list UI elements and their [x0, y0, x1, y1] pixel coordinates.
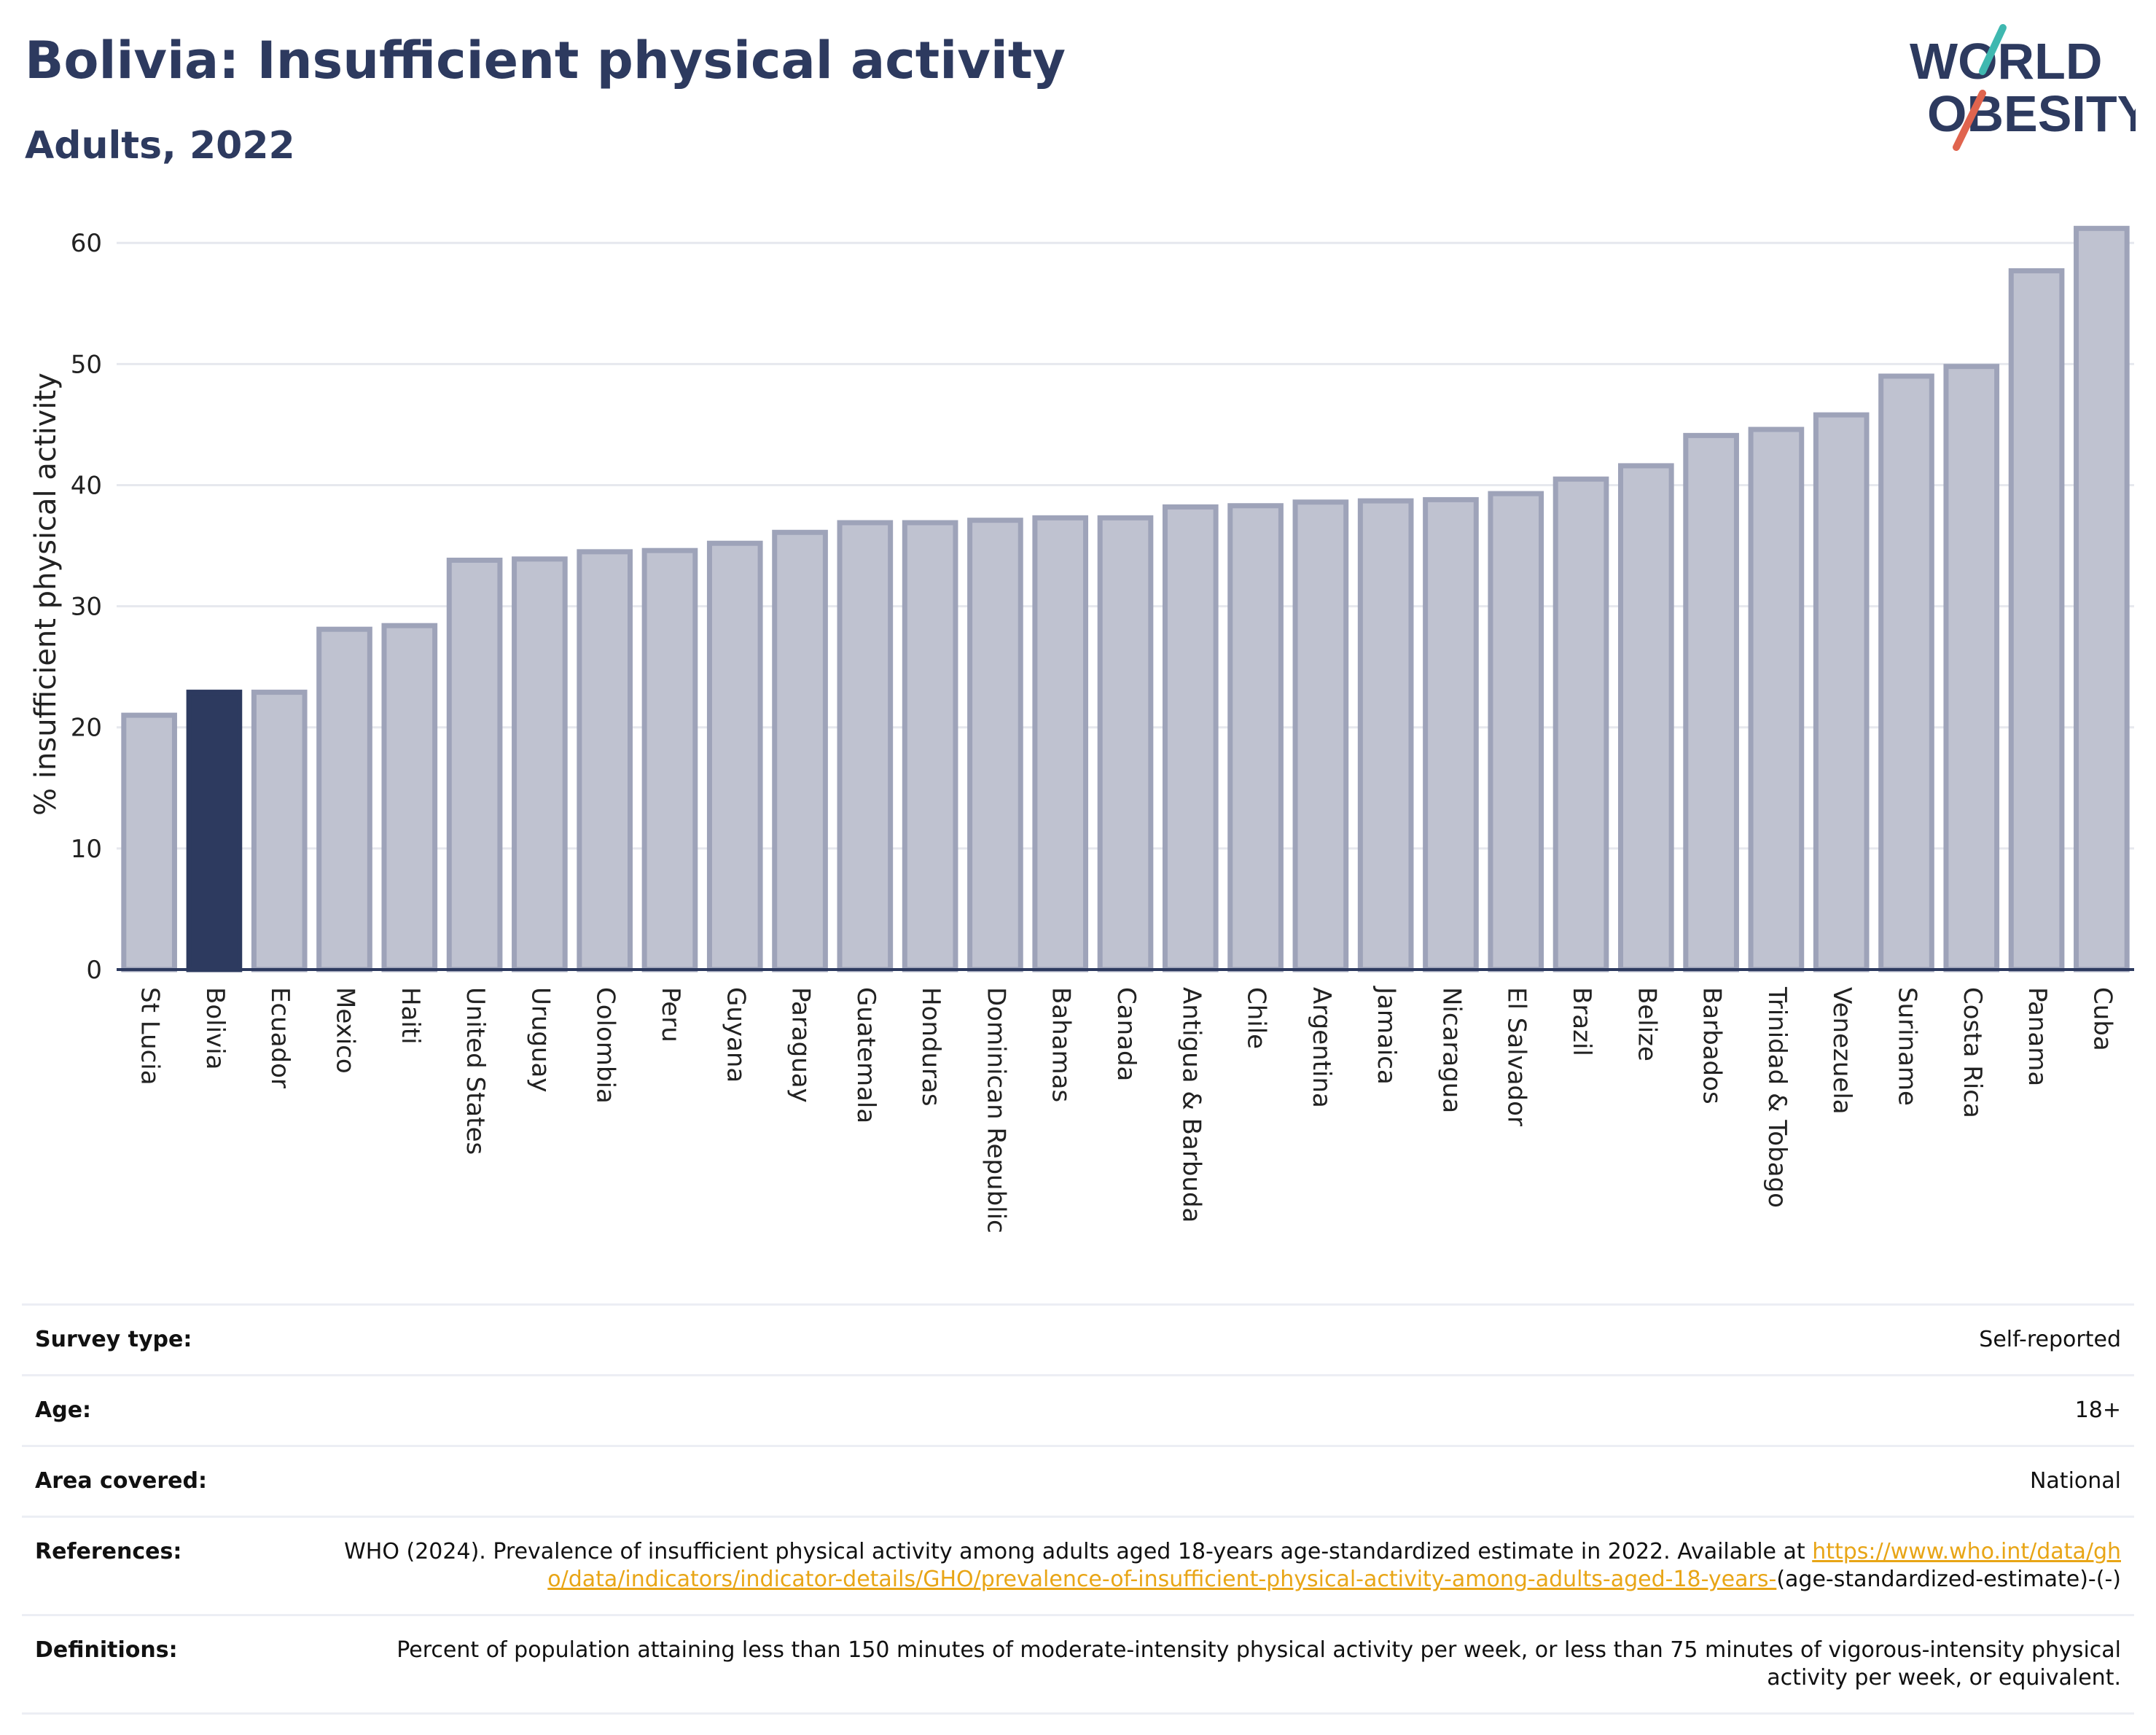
bar — [446, 557, 503, 972]
area-value: National — [2029, 1468, 2121, 1494]
x-tick-label: Ecuador — [265, 987, 294, 1088]
bar — [1878, 373, 1934, 972]
page-subtitle: Adults, 2022 — [25, 124, 295, 168]
x-tick-label: Brazil — [1567, 987, 1596, 1056]
x-tick-label: Honduras — [916, 987, 945, 1107]
bar — [1227, 503, 1284, 972]
definitions-value: Percent of population attaining less tha… — [397, 1637, 2121, 1691]
bar — [1162, 504, 1219, 972]
y-tick-label: 40 — [71, 471, 102, 500]
x-tick-label: Venezuela — [1827, 987, 1856, 1115]
info-row-survey-type: Survey type: Self-reported — [22, 1303, 2134, 1374]
bar — [967, 518, 1023, 972]
y-tick-label: 60 — [71, 229, 102, 258]
age-value: 18+ — [2074, 1397, 2121, 1423]
x-tick-label: Dominican Republic — [981, 987, 1010, 1233]
bar — [1683, 432, 1739, 972]
bar — [1813, 412, 1870, 972]
x-tick-label: Belize — [1632, 987, 1661, 1061]
x-tick-label: Jamaica — [1372, 986, 1401, 1085]
survey-type-label: Survey type: — [35, 1327, 192, 1352]
x-tick-label: Argentina — [1307, 987, 1336, 1108]
references-text: WHO (2024). Prevalence of insufficient p… — [344, 1539, 1813, 1564]
x-tick-label: Antigua & Barbuda — [1176, 987, 1206, 1223]
bar — [251, 690, 308, 972]
x-tick-label: Nicaragua — [1437, 987, 1466, 1113]
bar — [837, 520, 894, 972]
page-title: Bolivia: Insufficient physical activity — [25, 31, 1066, 90]
x-tick-label: Mexico — [331, 987, 360, 1074]
bar — [902, 520, 958, 972]
y-tick-label: 10 — [71, 835, 102, 864]
y-tick-label: 20 — [71, 714, 102, 743]
bar — [186, 690, 243, 972]
x-tick-label: Bahamas — [1047, 987, 1076, 1102]
info-table: Survey type: Self-reported Age: 18+ Area… — [22, 1303, 2134, 1715]
y-tick-label: 50 — [71, 350, 102, 379]
bar — [1488, 491, 1544, 972]
bar — [121, 712, 177, 972]
survey-type-value: Self-reported — [1979, 1327, 2121, 1352]
x-tick-label: Chile — [1242, 987, 1271, 1049]
bar — [1292, 499, 1349, 972]
world-obesity-logo: WORLD OBESITY — [1910, 24, 2136, 151]
references-label: References: — [35, 1539, 182, 1564]
x-tick-label: Guyana — [721, 987, 750, 1083]
bar — [2008, 268, 2065, 972]
bar — [1943, 364, 2000, 972]
area-label: Area covered: — [35, 1468, 207, 1494]
x-tick-label: St Lucia — [136, 987, 165, 1085]
x-tick-label: Paraguay — [786, 987, 816, 1103]
logo-text-obesity: OBESITY — [1927, 85, 2136, 142]
definitions-label: Definitions: — [35, 1637, 178, 1663]
bar — [772, 529, 828, 972]
bar — [1423, 496, 1479, 972]
bar — [1357, 498, 1414, 972]
bar — [512, 556, 568, 972]
bar — [706, 540, 763, 972]
references-link[interactable]: https://www.who.int/data/gho/data/indica… — [547, 1539, 2121, 1592]
info-row-references: References: WHO (2024). Prevalence of in… — [22, 1516, 2134, 1614]
bar — [641, 547, 698, 972]
info-row-area: Area covered: National — [22, 1445, 2134, 1516]
logo-slash-red — [1953, 90, 1986, 151]
x-tick-label: Bolivia — [200, 987, 230, 1069]
x-tick-label: Panama — [2023, 987, 2052, 1086]
x-tick-label: Haiti — [396, 987, 425, 1045]
x-tick-label: Canada — [1112, 987, 1141, 1081]
x-tick-label: Guatemala — [851, 987, 880, 1123]
y-tick-label: 30 — [71, 593, 102, 622]
x-tick-label: Suriname — [1892, 987, 1921, 1106]
x-tick-label: Trinidad & Tobago — [1762, 986, 1792, 1208]
bar — [316, 626, 372, 972]
bar-chart: 0 10 20 30 40 50 60 % insufficient physical act… — [29, 225, 2134, 1233]
x-tick-label: Costa Rica — [1958, 987, 1987, 1118]
x-tick-label: Uruguay — [526, 987, 555, 1093]
x-tick-label: Colombia — [591, 987, 620, 1104]
references-tail: (age-standardized-estimate)-(-) — [1776, 1567, 2121, 1592]
x-tick-label: Barbados — [1698, 987, 1727, 1104]
x-tick-label: Cuba — [2087, 987, 2117, 1051]
bar — [1748, 426, 1805, 972]
age-label: Age: — [35, 1397, 92, 1423]
x-tick-label: El Salvador — [1502, 987, 1531, 1126]
logo-text-world: WORLD — [1910, 33, 2102, 90]
x-tick-label: United States — [461, 987, 490, 1155]
bar — [1032, 515, 1089, 972]
references-value: WHO (2024). Prevalence of insufficient p… — [341, 1538, 2121, 1594]
x-tick-label: Peru — [656, 987, 685, 1042]
bar — [1617, 463, 1674, 972]
bar — [381, 623, 438, 972]
y-tick-label: 0 — [86, 956, 102, 985]
info-row-definitions: Definitions: Percent of population attai… — [22, 1614, 2134, 1715]
bar — [1097, 515, 1154, 972]
bar — [1552, 476, 1609, 972]
y-axis-label: % insufficient physical activity — [29, 373, 63, 816]
info-row-age: Age: 18+ — [22, 1374, 2134, 1445]
bar — [2074, 225, 2130, 972]
bar — [577, 549, 633, 972]
logo-slash-teal — [1979, 24, 2007, 75]
